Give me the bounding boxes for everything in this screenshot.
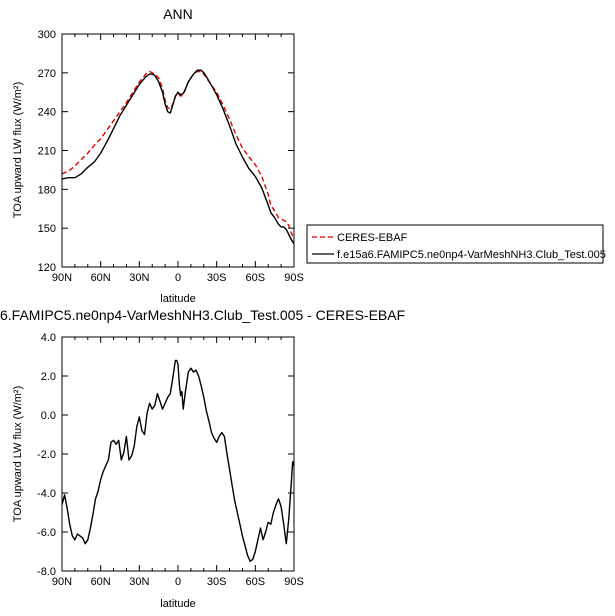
top-chart-title: ANN [163, 6, 193, 22]
top-chart-frame [61, 33, 295, 268]
bottom-xtick-label: 30N [129, 576, 149, 588]
bottom-chart-series [61, 359, 295, 562]
bottom-xtick-label: 60N [91, 576, 111, 588]
bottom-chart-frame [61, 336, 295, 572]
top-xtick-label: 30S [207, 272, 227, 284]
bottom-chart-xlabel: latitude [160, 598, 195, 610]
bottom-ytick-label: 2.0 [41, 371, 56, 383]
bottom-ytick-label: -6.0 [37, 527, 56, 539]
top-chart-xlabel: latitude [160, 293, 195, 305]
top-series-line-1 [61, 69, 295, 245]
bottom-ytick-label: -2.0 [37, 449, 56, 461]
top-series-line-0 [61, 70, 295, 239]
top-xtick-label: 60N [91, 272, 111, 284]
top-chart-axes: 120 150 180 210 240 270 300 90N 60N 30N 0 30S 60S 90S [38, 29, 304, 284]
bottom-ytick-label: 0.0 [41, 410, 56, 422]
bottom-chart-axes: -8.0 -6.0 -4.0 -2.0 0.0 2.0 4.0 90N 60N 30N 0 30S 60… [37, 332, 304, 588]
top-chart-series [61, 69, 295, 245]
bottom-xtick-label: 0 [175, 576, 181, 588]
bottom-chart-panel: 6.FAMIPC5.ne0np4-VarMeshNH3.Club_Test.00… [0, 307, 405, 610]
legend-label-ceres: CERES-EBAF [337, 232, 408, 244]
legend-box [306, 224, 604, 264]
top-xtick-label: 0 [175, 272, 181, 284]
bottom-xtick-label: 90S [284, 576, 304, 588]
top-chart-ylabel: TOA upward LW flux (W/m²) [12, 82, 24, 219]
bottom-chart-title: 6.FAMIPC5.ne0np4-VarMeshNH3.Club_Test.00… [0, 307, 405, 323]
bottom-xtick-label: 30S [207, 576, 227, 588]
top-ytick-label: 300 [38, 29, 56, 41]
bottom-ytick-label: -4.0 [37, 488, 56, 500]
bottom-chart-ylabel-text: TOA upward LW flux (W/m²) [12, 386, 24, 523]
bottom-chart-ylabel: TOA upward LW flux (W/m²) [12, 386, 24, 523]
top-ytick-label: 270 [38, 68, 56, 80]
top-chart-panel: ANN 120 150 180 210 240 270 300 90N 60N 30N 0 30S 60… [12, 6, 304, 305]
top-xtick-label: 30N [129, 272, 149, 284]
bottom-xtick-label: 90N [52, 576, 72, 588]
top-ytick-label: 210 [38, 146, 56, 158]
bottom-ytick-label: 4.0 [41, 332, 56, 344]
bottom-xtick-label: 60S [246, 576, 266, 588]
legend: CERES-EBAF f.e15a6.FAMIPC5.ne0np4-VarMes… [306, 224, 606, 264]
legend-label-model: f.e15a6.FAMIPC5.ne0np4-VarMeshNH3.Club_T… [337, 249, 606, 261]
top-xtick-label: 60S [246, 272, 266, 284]
bottom-ytick-label: -8.0 [37, 566, 56, 578]
top-xtick-label: 90N [52, 272, 72, 284]
top-ytick-label: 150 [38, 223, 56, 235]
top-ytick-label: 120 [38, 262, 56, 274]
top-chart-ylabel-text: TOA upward LW flux (W/m²) [12, 82, 24, 219]
bottom-series-line-0 [61, 359, 295, 562]
top-xtick-label: 90S [284, 272, 304, 284]
top-ytick-label: 180 [38, 184, 56, 196]
top-ytick-label: 240 [38, 107, 56, 119]
